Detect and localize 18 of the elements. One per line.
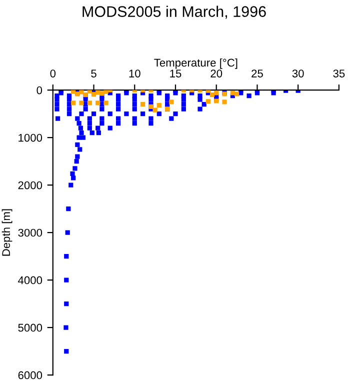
x-tick-label: 5: [91, 70, 96, 78]
y-axis-title: Depth [m]: [2, 209, 12, 256]
y-tick-label: 5000: [18, 324, 42, 332]
x-tick-label: 15: [170, 70, 182, 78]
y-tick-label: 6000: [18, 371, 42, 380]
x-tick-label: 35: [333, 70, 345, 78]
y-tick-label: 1000: [18, 134, 42, 142]
y-tick-label: 0: [36, 86, 42, 94]
x-tick-label: 0: [50, 70, 56, 78]
x-tick-label: 10: [129, 70, 140, 78]
x-axis-title: Temperature [°C]: [154, 58, 238, 69]
x-tick-label: 25: [252, 70, 263, 78]
x-tick-label: 30: [292, 70, 304, 78]
x-tick-label: 20: [210, 70, 222, 78]
chart-title: MODS2005 in March, 1996: [82, 6, 266, 19]
y-tick-label: 4000: [18, 276, 42, 284]
y-tick-label: 2000: [18, 181, 42, 190]
y-tick-label: 3000: [18, 228, 42, 237]
